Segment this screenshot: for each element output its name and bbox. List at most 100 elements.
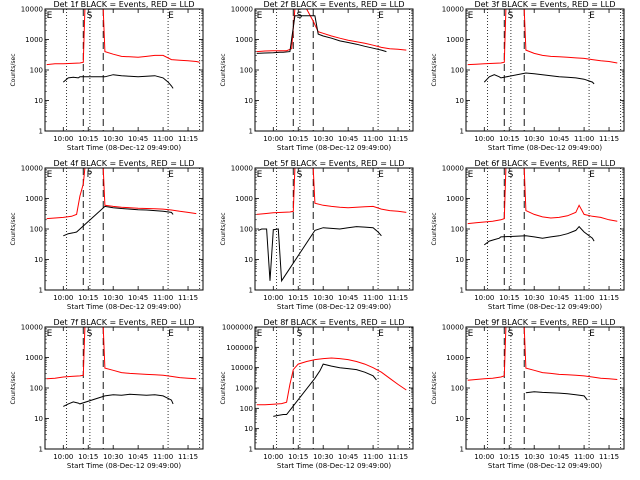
y-tick-label: 100 xyxy=(30,67,43,75)
x-tick-label: 10:45 xyxy=(338,294,358,302)
y-tick-label: 10 xyxy=(244,256,253,264)
x-tick-label: 10:45 xyxy=(338,135,358,143)
marker-label: S xyxy=(508,329,514,339)
panel-4: Det 4f BLACK = Events, RED = LLD Counts/s… xyxy=(10,159,204,311)
y-tick-label: 10 xyxy=(34,256,43,264)
panel-2: Det 2f BLACK = Events, RED = LLD Counts/s… xyxy=(220,0,414,152)
marker-label: E xyxy=(257,329,263,339)
panel-title: Det 9f BLACK = Events, RED = LLD xyxy=(474,318,615,327)
y-tick-label: 10 xyxy=(34,97,43,105)
x-tick-label: 11:15 xyxy=(388,294,408,302)
y-tick-label: 100 xyxy=(451,385,464,393)
series-black xyxy=(483,72,595,85)
x-tick-label: 10:15 xyxy=(499,294,519,302)
x-tick-label: 10:45 xyxy=(549,135,569,143)
x-tick-label: 10:30 xyxy=(313,453,333,461)
y-tick-label: 10000 xyxy=(231,364,253,372)
x-tick-label: 10:15 xyxy=(78,294,98,302)
y-tick-label: 1000 xyxy=(446,195,464,203)
x-axis-label: Start Time (08-Dec-12 09:49:00) xyxy=(277,144,391,152)
x-tick-label: 10:30 xyxy=(524,294,544,302)
marker-label: E xyxy=(168,329,174,339)
x-axis-label: Start Time (08-Dec-12 09:49:00) xyxy=(277,462,391,470)
x-tick-label: 10:30 xyxy=(524,453,544,461)
x-tick-label: 10:15 xyxy=(288,453,308,461)
marker-label: S xyxy=(508,11,514,21)
y-tick-label: 100 xyxy=(451,67,464,75)
x-tick-label: 10:30 xyxy=(103,294,123,302)
y-tick-label: 1 xyxy=(39,128,43,136)
x-tick-label: 10:00 xyxy=(263,294,283,302)
x-axis-label: Start Time (08-Dec-12 09:49:00) xyxy=(67,462,181,470)
y-tick-label: 1000 xyxy=(235,36,253,44)
series-black xyxy=(63,393,174,407)
y-tick-label: 1000 xyxy=(25,36,43,44)
series-red xyxy=(46,168,197,220)
x-tick-label: 11:00 xyxy=(574,135,594,143)
x-tick-label: 10:15 xyxy=(288,294,308,302)
x-tick-label: 11:00 xyxy=(153,453,173,461)
marker-label: S xyxy=(87,11,93,21)
y-tick-label: 10 xyxy=(244,97,253,105)
panel-title: Det 6f BLACK = Events, RED = LLD xyxy=(474,159,615,168)
marker-label: E xyxy=(47,329,53,339)
y-tick-label: 10000 xyxy=(442,324,464,332)
series-black xyxy=(258,226,382,283)
y-tick-label: 1 xyxy=(460,287,464,295)
x-tick-label: 11:15 xyxy=(599,294,619,302)
y-tick-label: 1000000 xyxy=(222,324,253,332)
plot-frame xyxy=(254,326,414,450)
series-red xyxy=(467,9,618,66)
plot-frame xyxy=(254,167,414,291)
x-axis-label: Start Time (08-Dec-12 09:49:00) xyxy=(277,303,391,311)
panel-5: Det 5f BLACK = Events, RED = LLD Counts/s… xyxy=(220,159,414,311)
x-tick-label: 11:15 xyxy=(599,453,619,461)
x-tick-label: 10:15 xyxy=(78,135,98,143)
y-axis-label: Counts/sec xyxy=(220,371,227,404)
series-black xyxy=(273,363,377,417)
x-tick-label: 10:30 xyxy=(103,135,123,143)
series-red xyxy=(256,9,407,53)
x-axis-label: Start Time (08-Dec-12 09:49:00) xyxy=(67,303,181,311)
x-tick-label: 10:45 xyxy=(128,135,148,143)
y-tick-label: 10000 xyxy=(21,6,43,14)
series-black xyxy=(256,15,387,54)
y-tick-label: 1 xyxy=(249,287,253,295)
y-axis-label: Counts/sec xyxy=(431,53,438,86)
y-tick-label: 10 xyxy=(455,97,464,105)
panel-title: Det 2f BLACK = Events, RED = LLD xyxy=(263,0,404,9)
x-tick-label: 11:00 xyxy=(363,294,383,302)
x-tick-label: 10:45 xyxy=(549,294,569,302)
plot-frame xyxy=(465,8,625,132)
series-black xyxy=(62,74,174,89)
panel-title: Det 5f BLACK = Events, RED = LLD xyxy=(263,159,404,168)
y-tick-label: 10 xyxy=(455,415,464,423)
marker-label: E xyxy=(468,170,474,180)
series-black xyxy=(63,205,174,237)
x-tick-label: 10:00 xyxy=(474,294,494,302)
series-red xyxy=(46,327,197,380)
y-tick-label: 100 xyxy=(240,67,253,75)
y-tick-label: 1000 xyxy=(235,195,253,203)
y-tick-label: 100000 xyxy=(226,344,253,352)
y-tick-label: 10000 xyxy=(442,165,464,173)
x-tick-label: 11:15 xyxy=(599,135,619,143)
x-axis-label: Start Time (08-Dec-12 09:49:00) xyxy=(488,462,602,470)
x-tick-label: 10:15 xyxy=(78,453,98,461)
plot-frame xyxy=(44,8,204,132)
y-axis-label: Counts/sec xyxy=(220,53,227,86)
y-tick-label: 10000 xyxy=(231,165,253,173)
x-tick-label: 10:45 xyxy=(128,453,148,461)
marker-label: E xyxy=(168,170,174,180)
x-tick-label: 10:30 xyxy=(313,135,333,143)
x-tick-label: 11:00 xyxy=(363,453,383,461)
y-tick-label: 100 xyxy=(240,226,253,234)
y-axis-label: Counts/sec xyxy=(10,371,17,404)
plot-frame xyxy=(465,167,625,291)
x-tick-label: 11:00 xyxy=(153,294,173,302)
x-tick-label: 10:45 xyxy=(549,453,569,461)
x-tick-label: 10:30 xyxy=(524,135,544,143)
panel-9: Det 9f BLACK = Events, RED = LLD Counts/s… xyxy=(431,318,625,470)
series-red xyxy=(256,357,407,406)
